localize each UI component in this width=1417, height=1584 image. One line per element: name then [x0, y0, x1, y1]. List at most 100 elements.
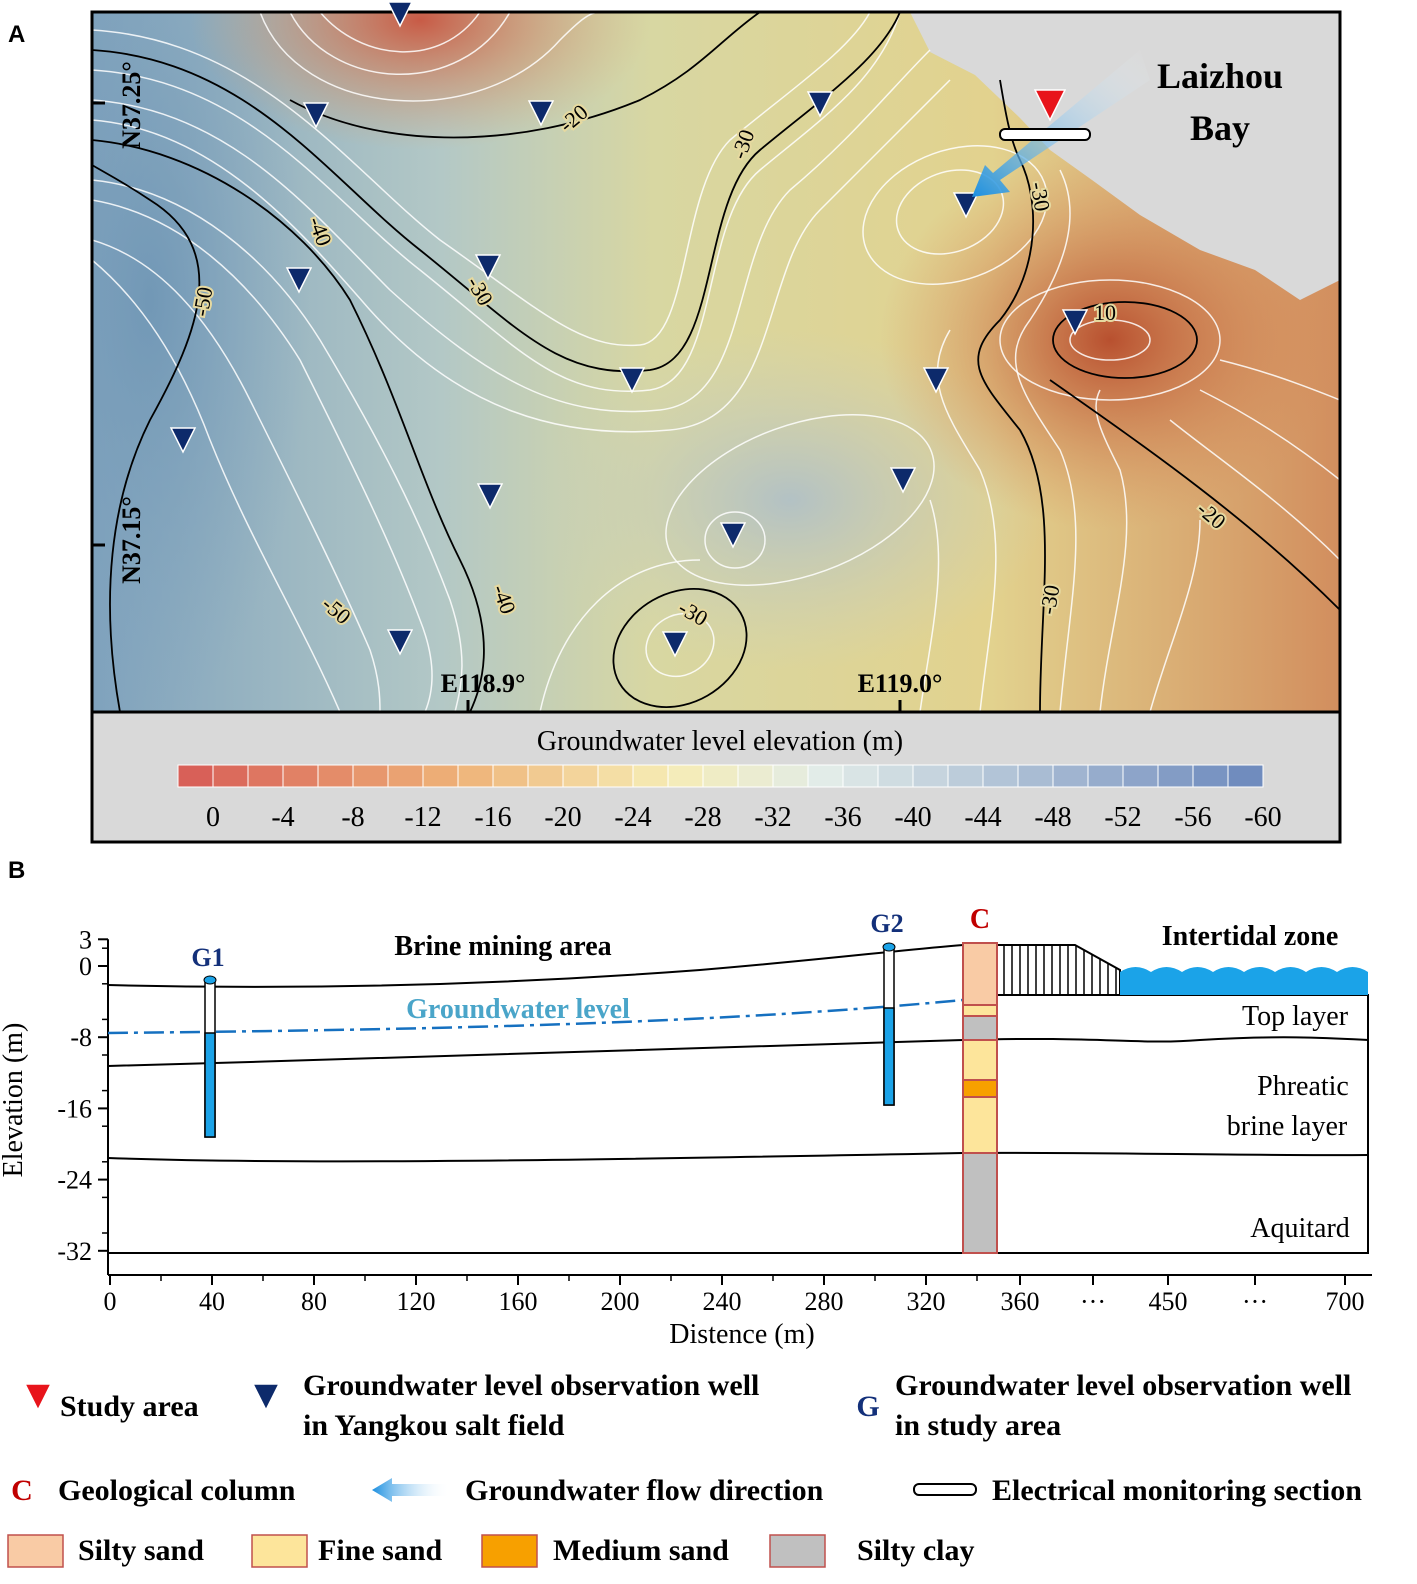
colorbar-cell	[772, 764, 809, 788]
groundwater-level	[107, 998, 964, 1035]
legend-label: Groundwater level observation well	[303, 1369, 759, 1402]
colorbar-cell	[667, 764, 704, 788]
colorbar-cell	[247, 764, 284, 788]
y-tick-label: -24	[57, 1166, 92, 1195]
colorbar-cell	[317, 764, 354, 788]
contour-line	[259, 12, 601, 102]
layer-boundary	[107, 1036, 1369, 1067]
colorbar-tick-label: -44	[964, 802, 1001, 833]
sea	[910, 12, 1340, 300]
x-tick-label: 450	[1149, 1287, 1188, 1316]
legend-label: in Yangkou salt field	[303, 1409, 565, 1442]
well-cap	[882, 942, 896, 952]
column-layer	[962, 1096, 998, 1154]
x-tick-label: 0	[104, 1287, 117, 1316]
monitoring-section	[999, 128, 1091, 141]
x-tick-label: 240	[703, 1287, 742, 1316]
x-tick-label: ···	[1242, 1287, 1268, 1316]
legend-section	[913, 1483, 977, 1496]
colorbar-cell	[632, 764, 669, 788]
colorbar-tick-label: -16	[474, 802, 511, 833]
well-marker	[285, 267, 313, 294]
contour-line	[92, 179, 463, 712]
colorbar-cell	[877, 764, 914, 788]
colorbar-tick-label: -24	[614, 802, 651, 833]
bank	[996, 944, 1121, 996]
colorbar-cell	[737, 764, 774, 788]
column-layer	[962, 942, 998, 1006]
colorbar-tick-label: -48	[1034, 802, 1071, 833]
well-marker	[386, 629, 414, 656]
well-marker	[476, 483, 504, 510]
contour-line	[645, 612, 715, 678]
contour-line	[1069, 319, 1151, 361]
colorbar-cell	[352, 764, 389, 788]
well-marker	[661, 631, 689, 658]
colorbar-cell	[912, 764, 949, 788]
contour-line	[92, 49, 931, 413]
colorbar-tick-label: -52	[1104, 802, 1141, 833]
legend-swatch	[481, 1534, 538, 1568]
colorbar-tick-label: -12	[404, 802, 441, 833]
colorbar-cell	[212, 764, 249, 788]
contour-line	[999, 279, 1221, 401]
x-tick-label: 160	[499, 1287, 538, 1316]
x-tick-label: 120	[397, 1287, 436, 1316]
contour-label: -30	[1026, 180, 1056, 213]
colorbar-cell	[807, 764, 844, 788]
low-zone	[92, 12, 310, 712]
colorbar-cell	[1017, 764, 1054, 788]
well-marker	[1033, 89, 1067, 122]
legend-swatch	[769, 1534, 826, 1568]
y-tick-label: 0	[79, 952, 92, 981]
well-marker	[922, 367, 950, 394]
contour-line	[895, 169, 1005, 255]
colorbar-cell	[492, 764, 529, 788]
coordinate: N37.25°	[117, 61, 146, 149]
x-tick-label: 700	[1326, 1287, 1365, 1316]
coordinate: N37.15°	[117, 496, 146, 584]
contour-line	[704, 511, 766, 569]
column-label: C	[970, 904, 990, 935]
legend-symbol: C	[11, 1474, 33, 1507]
x-tick-label: 280	[805, 1287, 844, 1316]
well-marker	[302, 102, 330, 129]
contour-line	[319, 12, 481, 53]
contour-line	[92, 12, 901, 392]
contour-line	[92, 239, 381, 712]
legend-label: Medium sand	[553, 1534, 729, 1567]
contour-line	[1052, 301, 1198, 379]
colorbar-tick-label: -4	[271, 802, 294, 833]
well-marker	[806, 91, 834, 118]
high-zone	[190, 12, 650, 150]
layer-label: Phreatic	[1257, 1071, 1349, 1102]
colorbar-cell	[947, 764, 984, 788]
well-marker	[23, 1383, 53, 1412]
legend-label: Groundwater level observation well	[895, 1369, 1351, 1402]
y-tick-label: -32	[57, 1237, 92, 1266]
well-water	[883, 1007, 895, 1106]
colorbar-tick-label: -36	[824, 802, 861, 833]
flow-arrow	[972, 50, 1150, 197]
contour-line	[1219, 359, 1340, 401]
column-layer	[962, 1039, 998, 1081]
x-tick-label: ···	[1080, 1287, 1106, 1316]
well-marker	[474, 254, 502, 281]
colorbar-cell	[597, 764, 634, 788]
colorbar-cell	[1052, 764, 1089, 788]
colorbar-cell	[1087, 764, 1124, 788]
contour-line	[1049, 379, 1340, 611]
contour-line	[1169, 419, 1340, 561]
x-tick-label: 80	[301, 1287, 327, 1316]
contour-line	[92, 259, 341, 712]
contour-line	[92, 79, 951, 433]
x-tick-label: 320	[907, 1287, 946, 1316]
legend-label: Geological column	[58, 1474, 296, 1507]
contour-line	[92, 12, 871, 347]
coordinate: E118.9°	[441, 669, 526, 698]
y-tick-label: -16	[57, 1094, 92, 1123]
well-marker	[527, 100, 555, 127]
x-tick-label: 360	[1001, 1287, 1040, 1316]
colorbar-cell	[177, 764, 214, 788]
